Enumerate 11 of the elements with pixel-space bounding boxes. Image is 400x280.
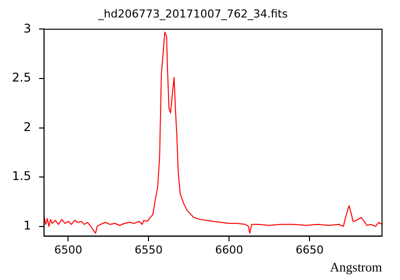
x-tick-label: 6500 <box>54 244 82 257</box>
y-tick-label: 1 <box>23 218 32 232</box>
y-tick-label: 3 <box>23 21 32 36</box>
chart-title: _hd206773_20171007_762_34.fits <box>97 7 288 20</box>
y-tick-label: 2 <box>23 120 32 134</box>
x-axis-title: Angstrom <box>330 260 382 275</box>
y-tick-label: 2.5 <box>12 70 32 85</box>
y-tick-label: 1.5 <box>12 169 32 184</box>
x-tick-label: 6650 <box>296 244 324 257</box>
x-tick-label: 6550 <box>134 244 163 257</box>
x-tick-label: 6600 <box>215 244 244 257</box>
